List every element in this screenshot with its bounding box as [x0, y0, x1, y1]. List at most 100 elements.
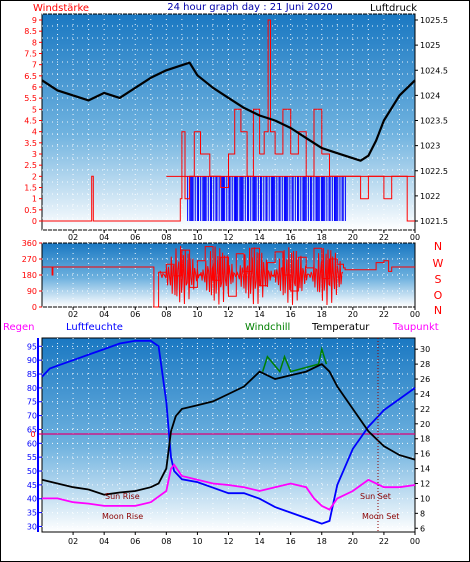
y-right-tick-label-1021.5: 1021.5: [420, 217, 448, 226]
y-left-tick-label-60: 60: [27, 439, 37, 448]
y-left-tick-label-4: 4: [32, 128, 37, 137]
y-right-tick-label-14: 14: [420, 465, 430, 474]
x-tick-label-12: 12: [223, 310, 233, 319]
y-right-tick-label-1023.5: 1023.5: [420, 117, 448, 126]
y-right-tick-label-24: 24: [420, 390, 430, 399]
direction-w: W: [433, 257, 444, 270]
x-tick-label-10: 10: [192, 537, 202, 546]
y-left-tick-label-6.5: 6.5: [24, 72, 37, 81]
x-tick-label-10: 10: [192, 310, 202, 319]
series-luftdruck: [41, 61, 416, 162]
direction-o: O: [434, 289, 443, 302]
y-right-tick-label-1022: 1022: [420, 192, 440, 201]
y-left-tick-label-0: 0: [32, 217, 37, 226]
y-right-tick-label-10: 10: [420, 494, 430, 503]
x-tick-label-02: 02: [68, 233, 78, 242]
y-right-tick-label-1024.5: 1024.5: [420, 66, 448, 75]
y-right-tick-label-28: 28: [420, 360, 430, 369]
direction-s: S: [435, 273, 442, 286]
x-tick-label-12: 12: [223, 233, 233, 242]
x-tick-label-00: 00: [410, 233, 420, 242]
x-tick-label-00: 00: [410, 537, 420, 546]
x-tick-label-10: 10: [192, 233, 202, 242]
x-tick-label-20: 20: [348, 310, 358, 319]
x-tick-label-22: 22: [379, 310, 389, 319]
label-taupunkt: Taupunkt: [392, 322, 439, 333]
direction-n-top: N: [434, 240, 442, 253]
y-left-tick-label-6: 6: [32, 83, 37, 92]
x-tick-label-18: 18: [317, 310, 327, 319]
x-tick-label-20: 20: [348, 537, 358, 546]
label-regen: Regen: [3, 322, 35, 333]
x-tick-label-00: 00: [410, 310, 420, 319]
y-left-tick-label-3: 3: [32, 150, 37, 159]
series-windrichtung-detail: [159, 245, 344, 306]
y-left-tick-label-7: 7: [32, 61, 37, 70]
y-right-tick-label-26: 26: [420, 375, 430, 384]
y-right-tick-label-1022.5: 1022.5: [420, 167, 448, 176]
y-left-tick-label-90: 90: [27, 356, 37, 365]
x-tick-label-06: 06: [130, 537, 140, 546]
series-wind-gust: [187, 176, 346, 221]
label-temperatur: Temperatur: [311, 322, 370, 333]
x-tick-label-14: 14: [254, 233, 264, 242]
x-tick-label-16: 16: [286, 310, 296, 319]
y-left-tick-label-95: 95: [27, 342, 37, 351]
y-left-tick-label-85: 85: [27, 370, 37, 379]
chart-title: 24 hour graph day : 21 Juni 2020: [167, 2, 333, 13]
y-left-tick-label-40: 40: [27, 495, 37, 504]
y-right-tick-label-30: 30: [420, 345, 430, 354]
label-windstaerke: Windstärke: [33, 3, 89, 14]
x-tick-label-12: 12: [223, 537, 233, 546]
y-tick-label-360: 360: [22, 239, 37, 248]
x-tick-label-08: 08: [161, 233, 171, 242]
annotation-moon-set: Moon Set: [362, 512, 399, 521]
x-tick-label-14: 14: [254, 310, 264, 319]
y-right-tick-label-6: 6: [420, 524, 425, 533]
y-left-tick-label-3.5: 3.5: [24, 139, 37, 148]
x-tick-label-22: 22: [379, 233, 389, 242]
x-tick-label-06: 06: [130, 310, 140, 319]
y-left-tick-label-50: 50: [27, 467, 37, 476]
annotation-sun-rise: Sun Rise: [105, 492, 140, 501]
y-left-tick-label-2.5: 2.5: [24, 161, 37, 170]
x-tick-label-08: 08: [161, 537, 171, 546]
x-tick-label-16: 16: [286, 537, 296, 546]
series-temperatur: [41, 363, 416, 496]
series-luftfeuchte: [41, 339, 416, 525]
x-tick-label-04: 04: [99, 233, 109, 242]
annotation-sun-set: Sun Set: [360, 492, 391, 501]
x-tick-label-04: 04: [99, 537, 109, 546]
y-left-tick-label-7.5: 7.5: [24, 50, 37, 59]
x-tick-label-02: 02: [68, 537, 78, 546]
x-tick-label-04: 04: [99, 310, 109, 319]
series-taupunkt: [42, 463, 416, 511]
series-windstaerke: [42, 19, 415, 222]
y-left-tick-label-2: 2: [32, 172, 37, 181]
y-left-tick-label-1: 1: [32, 195, 37, 204]
y-left-tick-label-65: 65: [27, 425, 37, 434]
panel-top-series: [41, 19, 416, 222]
label-luftdruck: Luftdruck: [370, 3, 417, 14]
x-tick-label-20: 20: [348, 233, 358, 242]
panel-bottom-axes: 30 35 40 45 50 55 60 65 70 75 80 85 90 95 6 8 10 12 14 16 18…: [27, 338, 430, 546]
x-tick-label-18: 18: [317, 233, 327, 242]
y-left-tick-label-9: 9: [32, 16, 37, 25]
y-right-tick-label-1024: 1024: [420, 91, 440, 100]
x-tick-label-18: 18: [317, 537, 327, 546]
y-left-tick-label-45: 45: [27, 481, 37, 490]
y-right-tick-label-18: 18: [420, 435, 430, 444]
annotation-moon-rise: Moon Rise: [102, 512, 143, 521]
label-windchill: Windchill: [245, 322, 290, 333]
y-left-tick-label-8: 8: [32, 38, 37, 47]
y-left-tick-label-4.5: 4.5: [24, 117, 37, 126]
y-left-tick-label-70: 70: [27, 412, 37, 421]
panel-mid-series: [42, 245, 415, 308]
y-tick-label-90: 90: [27, 287, 37, 296]
y-left-tick-label-30: 30: [27, 522, 37, 531]
panel-bottom-gridlines: [42, 338, 415, 532]
y-left-tick-label-55: 55: [27, 453, 37, 462]
y-left-tick-label-80: 80: [27, 384, 37, 393]
x-tick-label-16: 16: [286, 233, 296, 242]
